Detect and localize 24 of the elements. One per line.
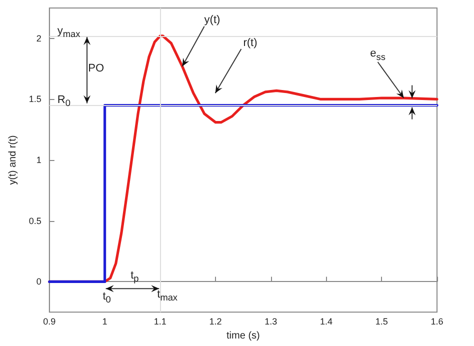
x-axis-title: time (s)	[226, 330, 260, 342]
x-tick-label: 1.2	[209, 316, 222, 327]
x-tick-label: 1.4	[320, 316, 333, 327]
annotation: r(t)	[243, 37, 258, 50]
annotation: e$_{ss}$	[370, 48, 386, 62]
x-tick-label: 1	[102, 316, 108, 327]
annotation: t$_{p}$	[130, 269, 139, 284]
y-tick-label: 1	[36, 155, 42, 166]
x-tick-label: 1.1	[154, 316, 166, 327]
x-tick-label: 1.6	[430, 316, 444, 327]
annotation: t$_{0}$	[102, 290, 111, 304]
y-tick-label: 0	[36, 276, 42, 287]
x-tick-label: 0.9	[43, 316, 56, 327]
y-tick-label: 0.5	[28, 216, 42, 226]
x-tick-label: 1.5	[375, 316, 388, 327]
ref-line-label: R$_{0}$	[57, 94, 70, 109]
x-tick-label: 1.3	[264, 316, 278, 327]
annotation: PO	[88, 62, 104, 74]
y-tick-label: 1.5	[28, 94, 42, 104]
annotation: y(t)	[204, 14, 220, 26]
ref-line-label: t$_{max}$	[157, 288, 178, 303]
y-tick-label: 2	[36, 33, 42, 44]
ref-line-label: y$_{max}$	[57, 24, 80, 40]
y-axis-title: y(t) and r(t)	[8, 135, 18, 185]
